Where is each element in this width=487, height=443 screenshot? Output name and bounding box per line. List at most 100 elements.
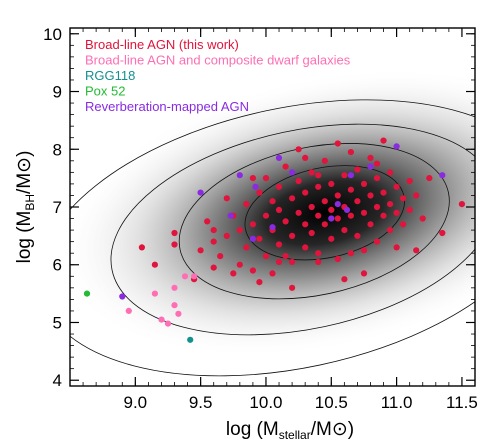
data-point [275,258,283,265]
legend-item: Pox 52 [85,84,125,99]
data-point [181,273,189,280]
y-tick-label: 4 [53,371,62,390]
data-point [328,180,335,187]
data-point [295,209,302,216]
data-point [289,284,296,291]
data-point [328,215,335,222]
data-point [269,270,276,277]
data-point [295,146,302,153]
data-point [347,149,354,156]
x-tick-label: 10.5 [315,393,348,412]
x-tick-label: 9.5 [189,393,213,412]
x-tick-label: 10.0 [249,393,282,412]
data-point [400,221,407,228]
data-point [328,235,335,242]
data-point [223,195,230,202]
data-point [256,189,263,196]
data-point [334,201,341,208]
data-point [393,244,400,251]
data-point [210,238,217,245]
contour-line [70,99,475,377]
x-axis-title: log (Mstellar/M⊙) [226,419,354,442]
data-point [393,183,400,190]
data-point [341,276,348,283]
data-point [275,154,283,161]
data-point [256,279,263,286]
legend-item: Reverberation-mapped AGN [85,99,249,114]
data-point [406,206,413,213]
data-point [334,255,341,263]
data-point [210,227,217,234]
data-point [308,203,315,211]
y-tick-label: 5 [53,313,62,332]
data-point [230,270,237,277]
data-point [360,209,368,216]
data-point [249,267,256,274]
data-point [236,227,243,234]
data-point [360,180,368,187]
data-point [289,195,296,202]
data-point [413,247,420,254]
data-point [204,218,211,225]
data-point [175,310,182,317]
data-point [197,247,204,254]
data-point [341,172,348,179]
data-point [387,227,394,234]
data-point [380,212,387,219]
data-point [426,175,433,182]
data-point [223,232,230,239]
data-point [334,140,341,147]
data-point [249,175,256,182]
y-tick-label: 8 [53,140,62,159]
data-point [347,172,354,179]
data-point [252,183,259,190]
data-point [373,175,381,182]
data-point [262,212,270,219]
data-point [367,163,374,170]
data-point [158,316,165,323]
data-point [373,160,381,167]
data-point [236,261,243,268]
data-point [295,177,302,185]
y-tick-label: 9 [53,83,62,102]
x-tick-label: 9.0 [124,393,148,412]
data-point [321,157,328,164]
density-map [70,67,475,358]
data-point [171,302,178,309]
y-tick-label: 7 [53,198,62,217]
y-axis-title-tail: /M⊙) [14,151,35,194]
data-point [275,183,283,190]
data-point [360,270,368,277]
data-point [187,336,194,343]
data-point [328,206,335,213]
legend: Broad-line AGN (this work)Broad-line AGN… [85,37,351,114]
data-point [243,244,250,251]
data-point [262,175,270,182]
legend-item: RGG118 [85,68,135,83]
data-point [367,154,374,161]
data-point [249,221,256,228]
data-point [282,163,289,170]
data-point [393,209,400,216]
y-axis-ticks: 4 5 6 7 8 9 10 [43,25,475,390]
data-point [360,247,368,254]
data-point [289,169,296,176]
data-point [269,224,276,231]
data-point [373,238,381,245]
data-point [315,212,322,219]
data-point [321,198,328,205]
data-point [171,284,178,291]
y-axis-title: log (MBH/M⊙) [14,151,37,264]
data-point [387,169,394,176]
data-point [171,241,178,248]
data-point [275,206,283,213]
data-point [197,189,204,196]
data-point [373,203,381,211]
data-point [138,244,145,251]
data-point [315,250,322,257]
data-point [315,183,322,190]
data-point [315,172,322,179]
data-point [275,241,283,248]
data-point [262,253,270,260]
data-point [354,198,361,205]
